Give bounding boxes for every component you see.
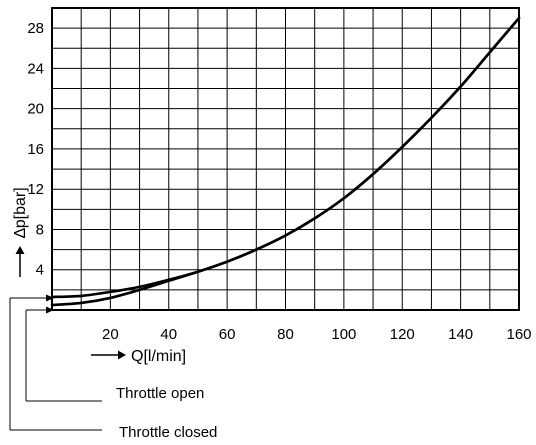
- y-tick-label: 16: [27, 141, 44, 158]
- y-tick-label: 12: [27, 181, 44, 198]
- y-tick-label: 8: [36, 221, 44, 238]
- x-tick-label: 160: [506, 326, 531, 343]
- leader-lines: [10, 295, 102, 431]
- y-axis-label: ∆p[bar]: [12, 187, 29, 238]
- x-tick-label: 20: [102, 326, 119, 343]
- x-axis-label: Q[l/min]: [131, 348, 186, 365]
- y-tick-label: 24: [27, 60, 44, 77]
- x-tick-label: 60: [219, 326, 236, 343]
- x-tick-labels: 20 40 60 80 100 120 140 160: [102, 326, 531, 343]
- y-axis-arrow-icon: [16, 246, 25, 254]
- legend-label-throttle-closed: Throttle closed: [119, 424, 217, 441]
- x-axis-arrow-icon: [118, 351, 126, 360]
- y-tick-label: 4: [36, 262, 44, 279]
- x-tick-label: 100: [331, 326, 356, 343]
- x-tick-label: 80: [277, 326, 294, 343]
- y-tick-labels: 4 8 12 16 20 24 28: [27, 20, 44, 279]
- legend-label-throttle-open: Throttle open: [116, 385, 204, 402]
- x-tick-label: 140: [448, 326, 473, 343]
- grid: [52, 8, 519, 310]
- y-tick-label: 28: [27, 20, 44, 37]
- x-axis-label-group: Q[l/min]: [91, 348, 186, 365]
- y-tick-label: 20: [27, 101, 44, 118]
- x-tick-label: 120: [390, 326, 415, 343]
- y-axis-label-group: ∆p[bar]: [12, 187, 29, 277]
- x-tick-label: 40: [160, 326, 177, 343]
